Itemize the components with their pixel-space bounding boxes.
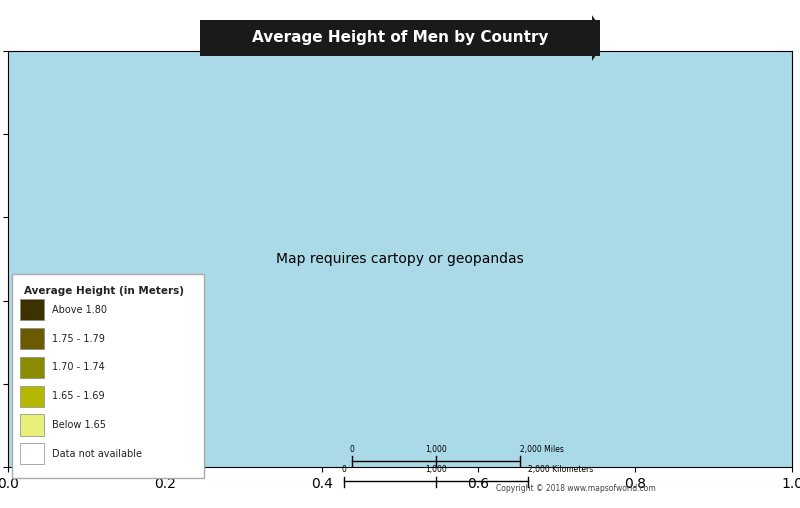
Text: Above 1.80: Above 1.80 xyxy=(52,305,107,315)
Text: 0: 0 xyxy=(342,465,346,474)
Bar xyxy=(20,415,44,436)
Text: 2,000 Miles: 2,000 Miles xyxy=(520,445,564,454)
Text: 2,000 Kilometers: 2,000 Kilometers xyxy=(528,465,594,474)
Text: Copyright © 2018 www.mapsofworld.com: Copyright © 2018 www.mapsofworld.com xyxy=(496,484,656,493)
Text: Map requires cartopy or geopandas: Map requires cartopy or geopandas xyxy=(276,252,524,266)
Bar xyxy=(20,386,44,407)
FancyBboxPatch shape xyxy=(200,20,600,56)
Polygon shape xyxy=(592,15,608,61)
Text: 1.70 - 1.74: 1.70 - 1.74 xyxy=(52,362,105,372)
Bar xyxy=(20,357,44,378)
Bar xyxy=(20,443,44,464)
Text: 1,000: 1,000 xyxy=(425,465,447,474)
Text: Below 1.65: Below 1.65 xyxy=(52,420,106,430)
Text: Average Height of Men by Country: Average Height of Men by Country xyxy=(252,29,548,45)
Polygon shape xyxy=(192,15,208,61)
Text: 1,000: 1,000 xyxy=(425,445,447,454)
Text: 1.75 - 1.79: 1.75 - 1.79 xyxy=(52,334,105,343)
Text: 1.65 - 1.69: 1.65 - 1.69 xyxy=(52,391,105,401)
Text: Data not available: Data not available xyxy=(52,449,142,459)
Text: Average Height (in Meters): Average Height (in Meters) xyxy=(24,287,184,296)
Bar xyxy=(20,328,44,350)
Text: 0: 0 xyxy=(350,445,354,454)
FancyBboxPatch shape xyxy=(12,273,204,479)
Bar xyxy=(20,299,44,321)
